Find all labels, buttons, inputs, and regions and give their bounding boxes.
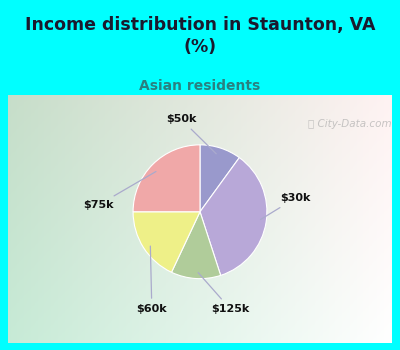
Wedge shape <box>133 145 200 212</box>
Text: ⓘ City-Data.com: ⓘ City-Data.com <box>308 119 391 130</box>
Wedge shape <box>133 212 200 272</box>
Text: $50k: $50k <box>166 114 216 154</box>
Text: $60k: $60k <box>136 246 167 314</box>
Text: $125k: $125k <box>198 273 249 314</box>
Wedge shape <box>200 145 239 212</box>
Text: Asian residents: Asian residents <box>139 79 261 93</box>
Text: $75k: $75k <box>83 172 156 210</box>
Wedge shape <box>172 212 221 279</box>
Text: Income distribution in Staunton, VA
(%): Income distribution in Staunton, VA (%) <box>25 16 375 56</box>
Wedge shape <box>200 158 267 275</box>
Text: $30k: $30k <box>260 193 310 219</box>
